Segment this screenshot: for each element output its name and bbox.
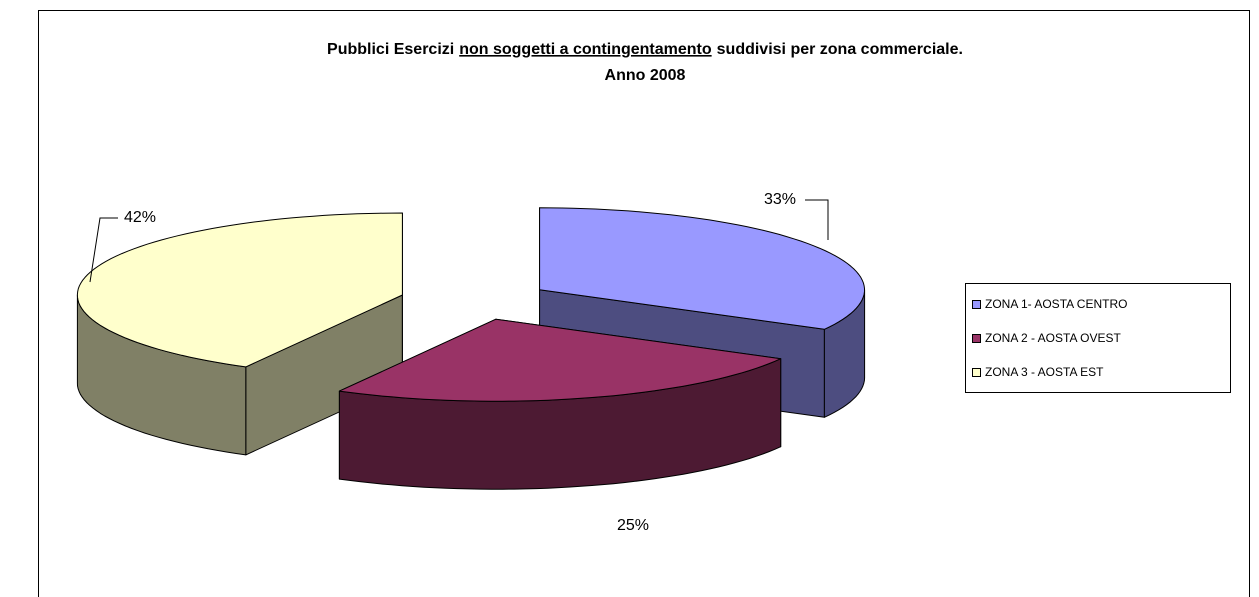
slice-top — [539, 207, 865, 330]
legend-label: ZONA 3 - AOSTA EST — [985, 365, 1104, 379]
pie-slice — [338, 318, 782, 490]
data-label: 42% — [124, 209, 156, 226]
title-part: suddivisi per zona commerciale. — [717, 41, 963, 58]
chart-title: Pubblici Esercizi non soggetti a continge… — [327, 41, 963, 58]
pie-slice — [76, 212, 403, 456]
legend-swatch — [972, 368, 981, 377]
legend-label: ZONA 2 - AOSTA OVEST — [985, 331, 1121, 345]
legend-box — [965, 283, 1231, 393]
chart-subtitle: Anno 2008 — [605, 67, 686, 84]
data-label: 33% — [764, 191, 796, 208]
data-label: 25% — [617, 517, 649, 534]
leader-line — [805, 199, 829, 240]
leader-line — [89, 217, 118, 283]
title-part: non soggetti a contingentamento — [459, 41, 712, 58]
slice-top — [338, 318, 782, 402]
legend-swatch — [972, 300, 981, 309]
slice-top — [76, 212, 403, 368]
title-part: Pubblici Esercizi — [327, 41, 454, 58]
chart-frame — [38, 10, 1250, 597]
legend-label: ZONA 1- AOSTA CENTRO — [985, 297, 1127, 311]
legend-swatch — [972, 334, 981, 343]
